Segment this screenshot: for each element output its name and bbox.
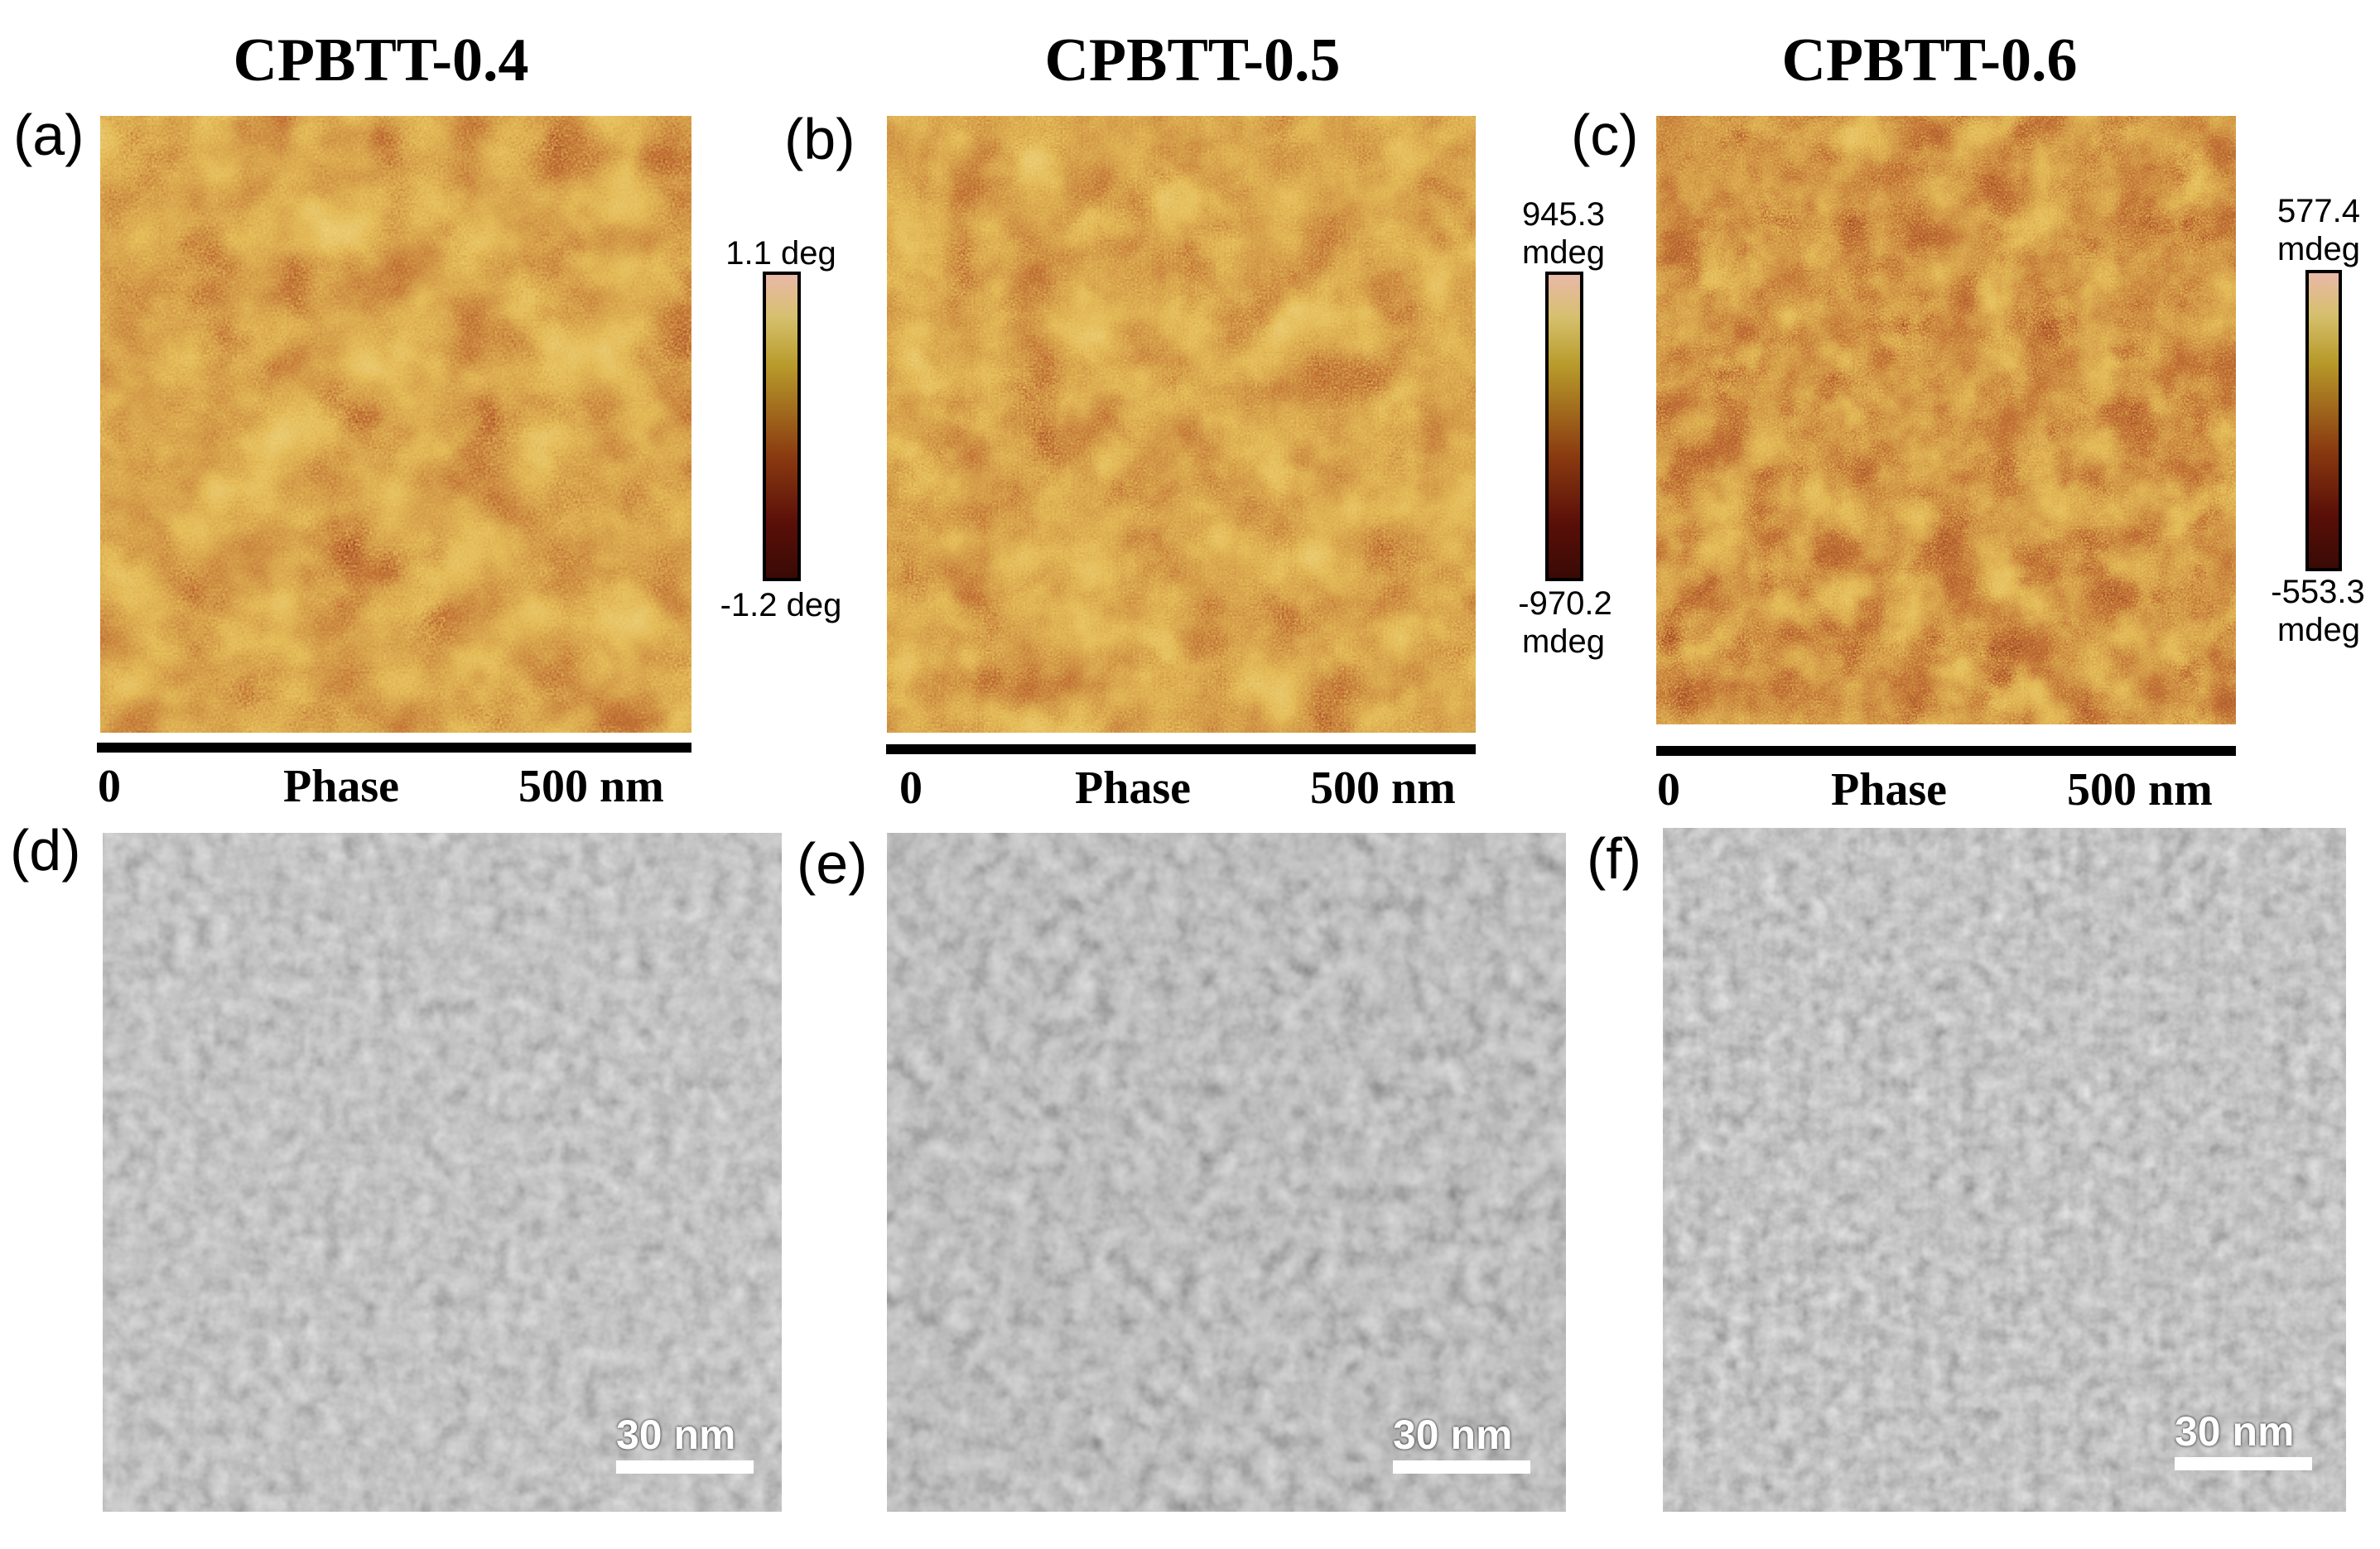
colorbar-max-unit-b: mdeg bbox=[1521, 234, 1606, 271]
axis-start-c: 0 bbox=[1657, 764, 1680, 815]
panel-label-d: (d) bbox=[10, 818, 81, 883]
tem-image-f bbox=[1663, 828, 2346, 1512]
axis-bar-a bbox=[97, 743, 691, 753]
colorbar-max-c: 577.4 bbox=[2276, 193, 2361, 229]
axis-start-a: 0 bbox=[98, 761, 121, 812]
scale-bar-e bbox=[1393, 1460, 1530, 1474]
scale-text-f: 30 nm bbox=[2175, 1408, 2295, 1455]
scale-text-d: 30 nm bbox=[616, 1412, 736, 1458]
colorbar-max-a: 1.1 deg bbox=[725, 235, 836, 272]
colorbar-a bbox=[763, 272, 801, 581]
afm-phase-image-b bbox=[887, 116, 1476, 733]
colorbar-b bbox=[1545, 272, 1583, 581]
axis-start-b: 0 bbox=[899, 762, 923, 814]
scale-bar-d bbox=[616, 1460, 754, 1474]
axis-label-a: Phase bbox=[283, 761, 399, 812]
colorbar-min-c: -553.3 bbox=[2271, 574, 2365, 610]
colorbar-max-unit-c: mdeg bbox=[2276, 231, 2361, 267]
column-title-2: CPBTT-0.5 bbox=[1044, 26, 1341, 94]
axis-label-c: Phase bbox=[1831, 764, 1947, 815]
axis-label-b: Phase bbox=[1075, 762, 1191, 814]
axis-end-c: 500 nm bbox=[2067, 764, 2213, 815]
axis-bar-c bbox=[1656, 746, 2236, 756]
panel-label-e: (e) bbox=[797, 831, 868, 896]
tem-image-d bbox=[103, 833, 782, 1512]
colorbar-min-unit-c: mdeg bbox=[2276, 612, 2361, 648]
panel-label-b: (b) bbox=[784, 107, 855, 171]
colorbar-min-b: -970.2 bbox=[1518, 585, 1612, 622]
panel-label-a: (a) bbox=[13, 103, 84, 167]
column-title-1: CPBTT-0.4 bbox=[233, 26, 529, 94]
colorbar-max-b: 945.3 bbox=[1521, 196, 1606, 233]
axis-bar-b bbox=[886, 744, 1476, 754]
panel-label-f: (f) bbox=[1587, 826, 1642, 891]
scale-bar-f bbox=[2175, 1457, 2312, 1470]
afm-phase-image-a bbox=[100, 116, 691, 733]
scale-text-e: 30 nm bbox=[1393, 1412, 1513, 1458]
axis-end-a: 500 nm bbox=[518, 761, 664, 812]
panel-label-c: (c) bbox=[1571, 103, 1639, 167]
column-title-3: CPBTT-0.6 bbox=[1781, 26, 2078, 94]
colorbar-c bbox=[2305, 270, 2342, 571]
colorbar-min-unit-b: mdeg bbox=[1521, 623, 1606, 660]
afm-phase-image-c bbox=[1656, 116, 2236, 724]
colorbar-min-a: -1.2 deg bbox=[720, 587, 842, 623]
axis-end-b: 500 nm bbox=[1310, 762, 1456, 814]
tem-image-e bbox=[887, 833, 1566, 1512]
